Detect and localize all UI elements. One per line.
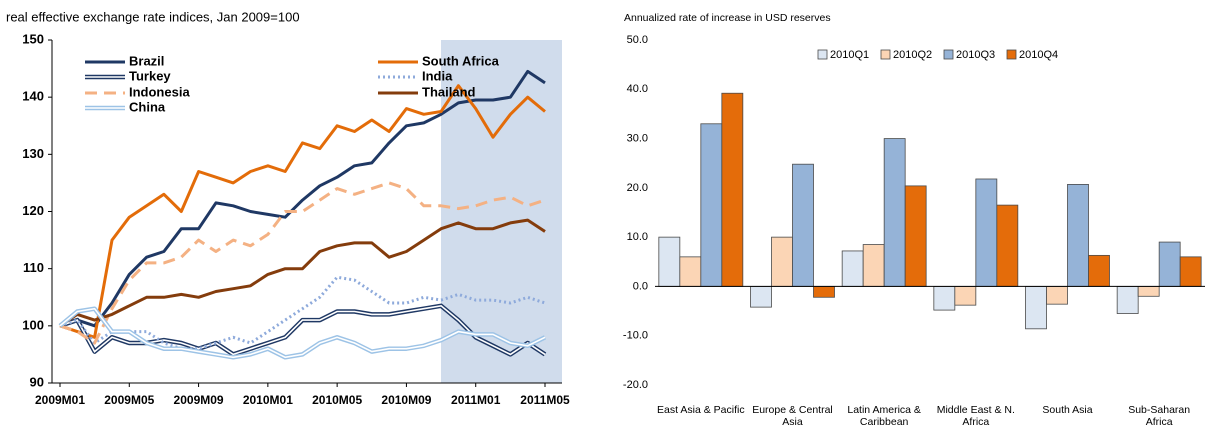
x-tick-label: 2010M05: [312, 393, 362, 407]
y-tick-label: 50.0: [627, 34, 648, 46]
bar: [841, 250, 864, 287]
bar: [1046, 286, 1068, 305]
x-tick-label: 2009M09: [174, 393, 224, 407]
x-tick-label: 2009M01: [35, 393, 85, 407]
x-tick-label: 2011M05: [520, 393, 570, 407]
x-tick-label: Europe & Central Asia: [752, 404, 833, 428]
legend-label: Thailand: [422, 84, 476, 99]
x-tick-label: East Asia & Pacific: [657, 404, 745, 416]
series-line: [59, 275, 546, 351]
legend-label: 2010Q2: [893, 49, 932, 61]
x-tick-label: 2011M01: [451, 393, 501, 407]
series-line: [59, 181, 546, 345]
legend-swatch: [880, 49, 891, 60]
bar: [1116, 286, 1139, 314]
legend-label: 2010Q4: [1019, 49, 1058, 61]
y-tick-label: 10.0: [627, 231, 648, 243]
series-line-inner: [59, 304, 546, 356]
y-tick-label: 140: [22, 89, 44, 104]
y-tick-label: 20.0: [627, 182, 648, 194]
x-tick-label: 2009M05: [104, 393, 154, 407]
bar: [883, 138, 906, 287]
legend-label: Brazil: [129, 53, 164, 68]
bar: [954, 286, 977, 306]
x-tick-label: Sub-Saharan Africa: [1128, 404, 1191, 428]
bar: [904, 185, 927, 287]
legend-swatch: [1006, 49, 1017, 60]
legend-label: 2010Q3: [956, 49, 995, 61]
legend-label: Turkey: [129, 68, 171, 83]
x-tick-label: Middle East & N. Africa: [936, 404, 1015, 428]
y-tick-label: 0.0: [633, 280, 648, 292]
bar: [1137, 286, 1160, 297]
bar: [862, 244, 885, 287]
bar: [679, 256, 702, 287]
bar: [1025, 286, 1047, 330]
bar: [1067, 184, 1089, 287]
bar: [1088, 254, 1110, 287]
bar: [750, 286, 772, 308]
bar: [933, 286, 956, 311]
legend-label: South Africa: [422, 53, 500, 68]
y-tick-label: 150: [22, 31, 44, 46]
legend-label: India: [422, 68, 453, 83]
legend-label: China: [129, 99, 166, 114]
bar: [658, 236, 681, 287]
bar: [700, 123, 723, 287]
legend-label: 2010Q1: [830, 49, 869, 61]
y-tick-label: 120: [22, 203, 44, 218]
y-tick-label: -10.0: [623, 330, 648, 342]
legend-swatch: [817, 49, 828, 60]
series-line: [59, 84, 546, 339]
left-title: real effective exchange rate indices, Ja…: [6, 9, 300, 24]
y-tick-label: 90: [30, 374, 44, 389]
bar: [721, 92, 744, 287]
bar: [813, 286, 835, 298]
right-title: Annualized rate of increase in USD reser…: [624, 12, 831, 24]
y-tick-label: 30.0: [627, 132, 648, 144]
y-tick-label: 100: [22, 317, 44, 332]
series-line: [59, 218, 546, 328]
bar: [1158, 241, 1181, 287]
x-tick-label: Latin America & Caribbean: [847, 404, 921, 428]
bar: [975, 178, 998, 287]
legend-swatch: [943, 49, 954, 60]
series-line-inner: [59, 307, 546, 359]
bar: [1179, 256, 1202, 287]
y-tick-label: -20.0: [623, 379, 648, 391]
y-tick-label: 110: [23, 260, 44, 275]
y-tick-label: 130: [22, 146, 44, 161]
x-tick-label: 2010M09: [381, 393, 431, 407]
series-line: [59, 69, 546, 328]
legend-label: Indonesia: [129, 84, 190, 99]
bar: [996, 204, 1019, 287]
x-tick-label: 2010M01: [243, 393, 293, 407]
bar: [771, 236, 793, 287]
bar: [792, 163, 814, 287]
x-tick-label: South Asia: [1042, 404, 1093, 416]
y-tick-label: 40.0: [627, 83, 648, 95]
